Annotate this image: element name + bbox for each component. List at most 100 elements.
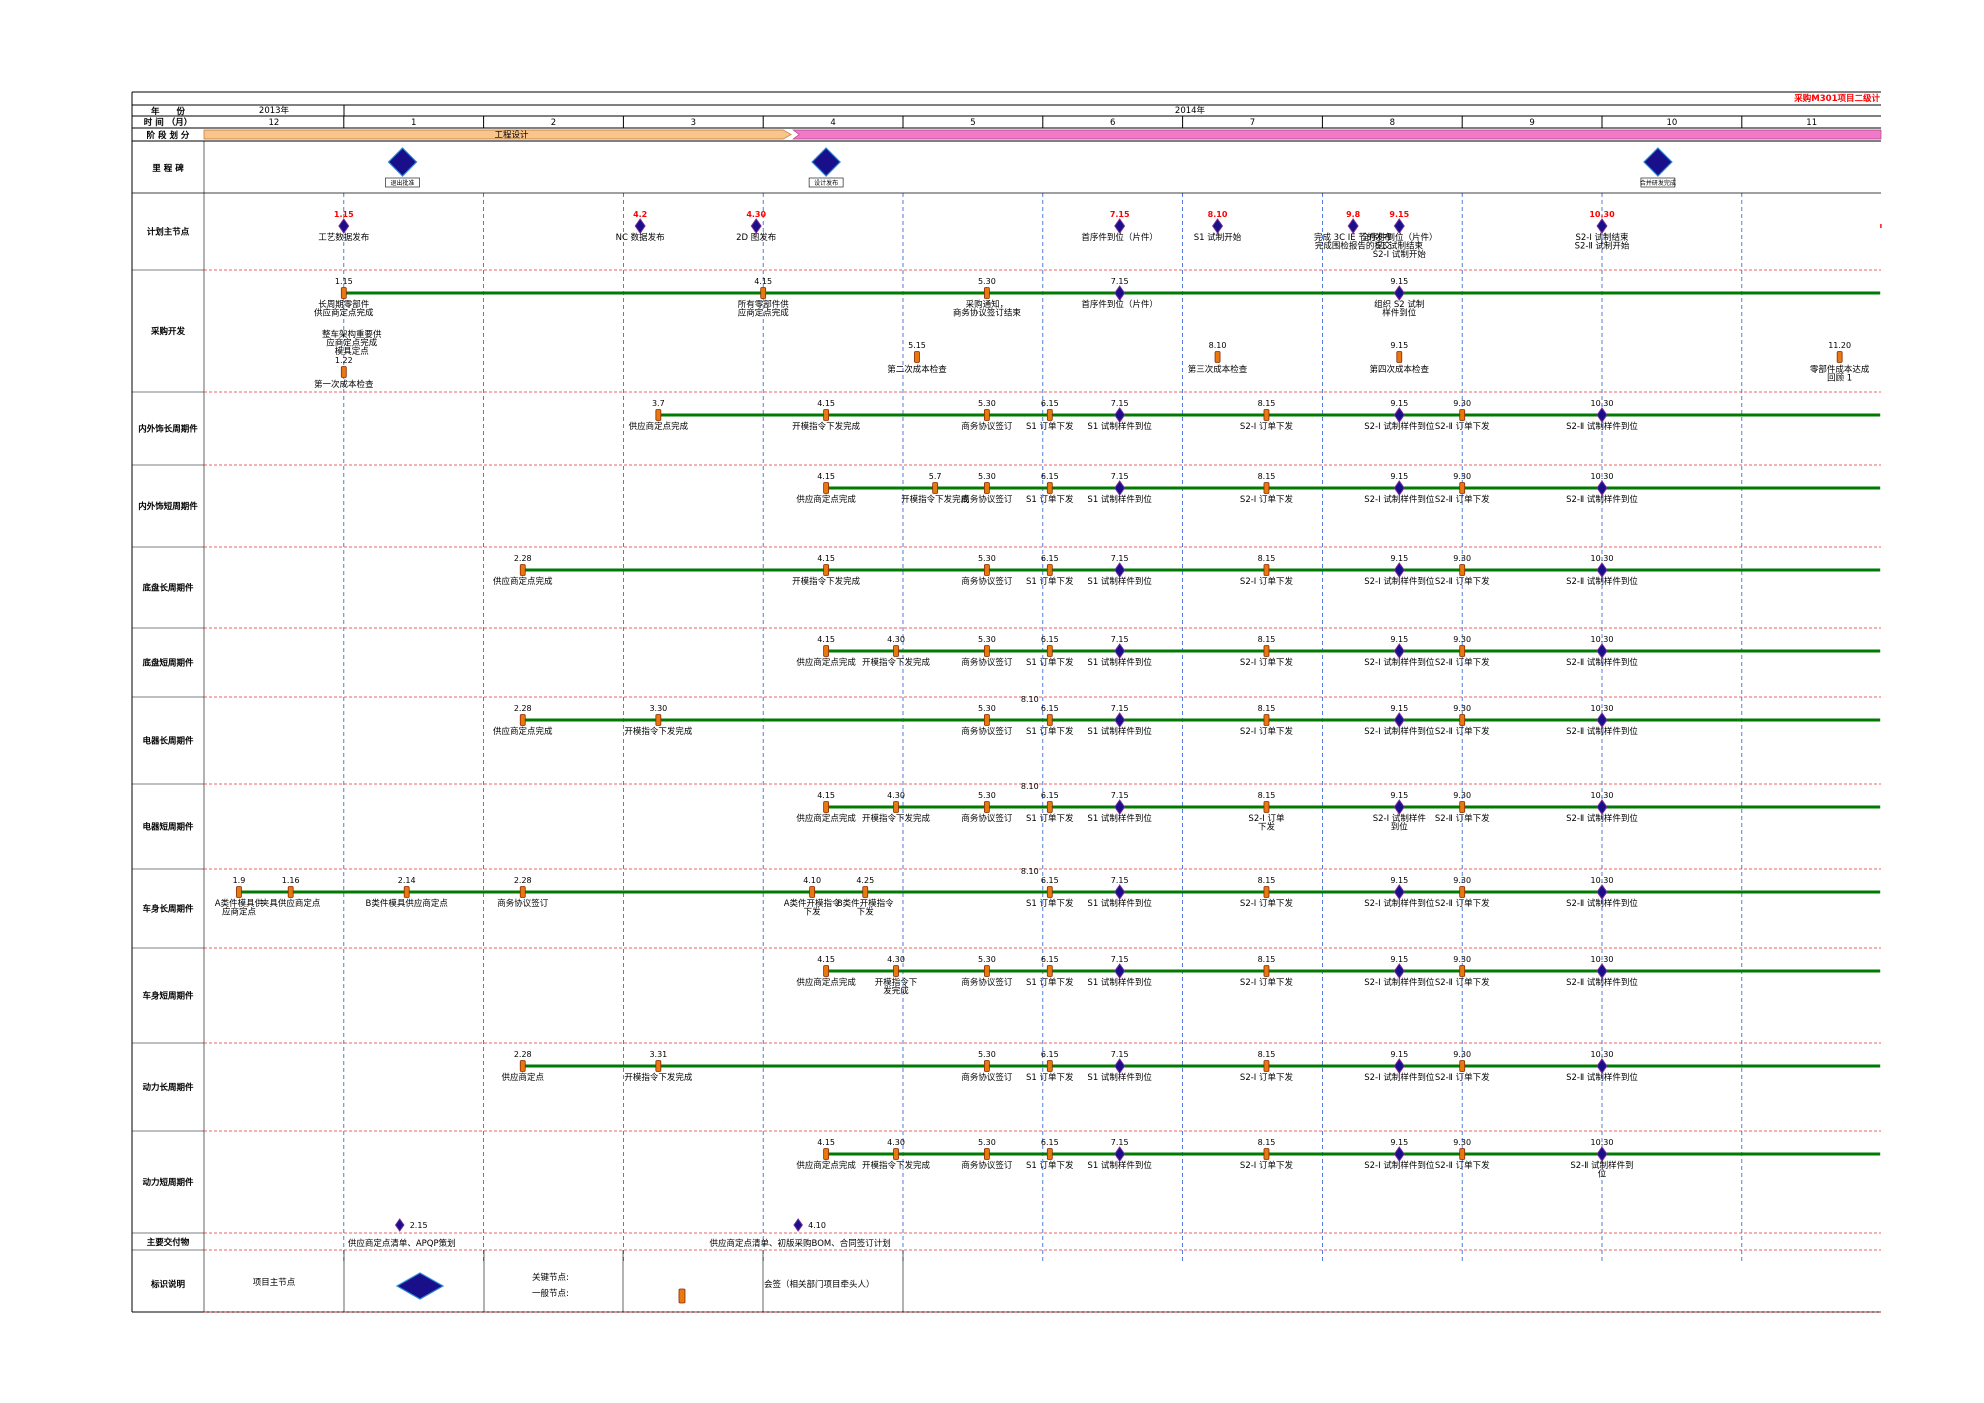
node-date: 8.15 bbox=[1258, 876, 1276, 885]
node-label: S2-Ⅱ 订单下发 bbox=[1435, 813, 1490, 824]
node-date: 4.30 bbox=[746, 210, 766, 219]
node-label: S1 订单下发 bbox=[1026, 726, 1074, 737]
node-label: 所有零部件供应商定点完成 bbox=[738, 299, 790, 319]
node-label: S2-Ⅱ 订单下发 bbox=[1435, 726, 1490, 737]
node-label: S1 订单下发 bbox=[1026, 1160, 1074, 1171]
major-node-diamond-icon bbox=[1596, 218, 1608, 234]
node-date: 10.30 bbox=[1591, 635, 1614, 644]
major-node-diamond-icon bbox=[1393, 643, 1405, 659]
minor-node-marker-icon bbox=[1046, 801, 1053, 813]
node-label: S1 试制样件到位 bbox=[1087, 977, 1152, 988]
minor-node-marker-icon bbox=[760, 287, 767, 299]
node-date: 9.30 bbox=[1453, 635, 1471, 644]
node-label: S2-Ⅰ 订单下发 bbox=[1248, 813, 1285, 833]
major-node-diamond-icon bbox=[1393, 799, 1405, 815]
legend-normal-node: 一般节点: bbox=[532, 1288, 569, 1299]
minor-node-marker-icon bbox=[1046, 564, 1053, 576]
node-date: 9.30 bbox=[1453, 1138, 1471, 1147]
legend-signoff: 会签（相关部门项目牵头人） bbox=[764, 1279, 875, 1290]
node-label: S2-Ⅰ 试制样件到位 bbox=[1364, 494, 1435, 505]
minor-node-marker-icon bbox=[403, 886, 410, 898]
minor-node-marker-icon bbox=[1459, 886, 1466, 898]
node-date: 9.30 bbox=[1453, 1050, 1471, 1059]
row-7: 电器短周期件 4.15 供应商定点完成 4.30 开模指令下发完成 5.30 商务协议签订 6… bbox=[142, 782, 1881, 833]
minor-node-marker-icon bbox=[1459, 482, 1466, 494]
row-9: 车身短周期件 4.15 供应商定点完成 4.30 开模指令下发完成 5.30 商务协议签订 6… bbox=[142, 955, 1881, 1002]
node-label: S1 订单下发 bbox=[1026, 1072, 1074, 1083]
node-label: 完成 3C IE 节的发布完成围检报告的提交 bbox=[1314, 232, 1392, 252]
minor-node-marker-icon bbox=[983, 287, 990, 299]
minor-node-marker-icon bbox=[1046, 482, 1053, 494]
node-date: 9.15 bbox=[1390, 472, 1408, 481]
node-label: S1 试制开始 bbox=[1194, 232, 1242, 243]
node-date: 6.15 bbox=[1041, 955, 1059, 964]
node-label: S1 试制样件到位 bbox=[1087, 813, 1152, 824]
minor-node-marker-icon bbox=[1459, 1148, 1466, 1160]
node-date: 9.30 bbox=[1453, 955, 1471, 964]
month-cell-6: 6 bbox=[1110, 118, 1115, 128]
node-label: S2-Ⅰ 试制样件到位 bbox=[1364, 657, 1435, 668]
row-1: 采购开发 1.15 长周期零部件供应商定点完成 4.15 所有零部件供应商定点完成 5.3… bbox=[150, 277, 1881, 390]
legend-major-diamond-icon bbox=[395, 1272, 445, 1300]
major-node-diamond-icon bbox=[1114, 562, 1126, 578]
node-date: 9.15 bbox=[1389, 210, 1409, 219]
node-label: 供应商定点完成 bbox=[796, 1160, 856, 1171]
node-label: S1 试制样件到位 bbox=[1087, 576, 1152, 587]
node-label: B类件开模指令下发 bbox=[837, 898, 894, 918]
node-date: 5.30 bbox=[978, 554, 996, 563]
major-node-diamond-icon bbox=[1393, 285, 1405, 301]
node-date: 4.15 bbox=[817, 1138, 835, 1147]
node-label: 首序件到位（片件） bbox=[1081, 299, 1158, 310]
node-label: S2-Ⅱ 订单下发 bbox=[1435, 977, 1490, 988]
cost-check-marker-icon bbox=[1836, 351, 1843, 363]
minor-node-marker-icon bbox=[1046, 645, 1053, 657]
node-label: 第一次成本检查 bbox=[314, 379, 374, 390]
node-label: S1 订单下发 bbox=[1026, 494, 1074, 505]
node-label-extra: 整车架构重要供应商定点完成模具定点 bbox=[322, 329, 382, 357]
row-label: 内外饰短周期件 bbox=[138, 501, 198, 512]
node-date: 9.15 bbox=[1390, 955, 1408, 964]
node-date: 7.15 bbox=[1111, 277, 1129, 286]
major-node-diamond-icon bbox=[1596, 407, 1608, 423]
minor-node-marker-icon bbox=[1046, 886, 1053, 898]
node-date: 7.15 bbox=[1111, 1138, 1129, 1147]
major-node-diamond-icon bbox=[1393, 480, 1405, 496]
minor-node-marker-icon bbox=[983, 564, 990, 576]
node-date: 2.28 bbox=[514, 704, 532, 713]
minor-node-marker-icon bbox=[823, 482, 830, 494]
major-node-diamond-icon bbox=[634, 218, 646, 234]
node-label: 第二次成本检查 bbox=[887, 364, 947, 375]
node-label: 供应商定点完成 bbox=[796, 813, 856, 824]
cost-check-marker-icon bbox=[914, 351, 920, 363]
node-label: S2-Ⅱ 试制样件到位 bbox=[1566, 726, 1638, 737]
node-date: 10.30 bbox=[1589, 210, 1615, 219]
sheet-title: 采购M301项目二级计 bbox=[1793, 93, 1880, 104]
major-node-diamond-icon bbox=[1596, 712, 1608, 728]
minor-node-marker-icon bbox=[893, 1148, 899, 1160]
node-date: 4.25 bbox=[856, 876, 874, 885]
node-date: 7.15 bbox=[1111, 1050, 1129, 1059]
node-label: S1 订单下发 bbox=[1026, 576, 1074, 587]
month-cell-3: 3 bbox=[691, 118, 696, 128]
minor-node-marker-icon bbox=[983, 482, 990, 494]
node-date: 6.15 bbox=[1041, 554, 1059, 563]
node-label: S2-Ⅱ 订单下发 bbox=[1435, 494, 1490, 505]
node-date-aux: 8.10 bbox=[1021, 695, 1039, 704]
node-date: 4.30 bbox=[887, 791, 905, 800]
node-label: S2-Ⅰ 订单下发 bbox=[1240, 726, 1294, 737]
node-date: 8.15 bbox=[1258, 399, 1276, 408]
minor-node-marker-icon bbox=[1263, 645, 1270, 657]
node-label: S2-Ⅰ 试制样件到位 bbox=[1364, 1072, 1435, 1083]
minor-node-marker-icon bbox=[1459, 1060, 1466, 1072]
row-label: 动力短周期件 bbox=[142, 1177, 194, 1188]
major-node-diamond-icon bbox=[1393, 712, 1405, 728]
row-label: 电器长周期件 bbox=[142, 736, 194, 747]
node-date: 11.20 bbox=[1828, 341, 1851, 350]
minor-node-marker-icon bbox=[1263, 1060, 1270, 1072]
major-node-diamond-icon bbox=[1393, 963, 1405, 979]
node-date: 5.30 bbox=[978, 1138, 996, 1147]
node-label: S2-Ⅰ 订单下发 bbox=[1240, 977, 1294, 988]
month-cell-8: 8 bbox=[1390, 118, 1395, 128]
minor-node-marker-icon bbox=[983, 1148, 990, 1160]
